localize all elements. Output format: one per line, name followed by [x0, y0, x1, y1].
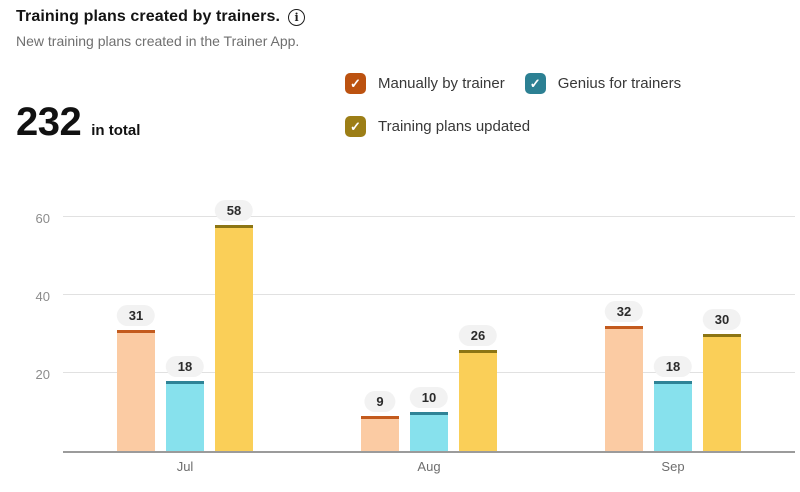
bar-sep-manually-by-trainer[interactable]: 32 — [604, 301, 644, 451]
legend-item-2[interactable]: ✓ Training plans updated — [345, 116, 530, 137]
bar-chart: 31 18 58 9 10 26 32 18 30 Jul Aug Sep 20 40 60 — [16, 199, 795, 474]
legend-label: Genius for trainers — [557, 75, 682, 92]
value-label: 26 — [458, 324, 498, 346]
value-label: 31 — [116, 305, 156, 327]
plot-area: 31 18 58 9 10 26 32 18 30 — [63, 199, 795, 453]
bar-jul-manually-by-trainer[interactable]: 31 — [116, 305, 156, 451]
legend-checkbox-checked-icon[interactable]: ✓ — [345, 73, 366, 94]
bar-sep-training-plans-updated[interactable]: 30 — [702, 309, 742, 451]
bar-sep-genius-for-trainers[interactable]: 18 — [653, 355, 693, 451]
bar-aug-training-plans-updated[interactable]: 26 — [458, 324, 498, 451]
bar-jul-genius-for-trainers[interactable]: 18 — [165, 355, 205, 451]
legend-checkbox-checked-icon[interactable]: ✓ — [345, 116, 366, 137]
total-value: 232 — [16, 100, 82, 144]
page-title: Training plans created by trainers. — [16, 8, 281, 25]
legend: ✓ Manually by trainer ✓ Genius for trainers… — [345, 73, 775, 137]
bar-group-sep: 32 18 30 — [551, 200, 795, 451]
gridline-20 — [63, 372, 795, 373]
gridline-60 — [63, 216, 795, 217]
legend-item-0[interactable]: ✓ Manually by trainer — [345, 73, 505, 94]
value-label: 10 — [409, 387, 449, 408]
value-label: 18 — [165, 355, 205, 377]
bar-aug-genius-for-trainers[interactable]: 10 — [409, 387, 449, 451]
bar-group-jul: 31 18 58 — [63, 199, 307, 451]
bar-group-aug: 9 10 26 — [307, 200, 551, 451]
legend-checkbox-checked-icon[interactable]: ✓ — [524, 73, 546, 94]
y-axis-tick-20: 20 — [35, 367, 50, 382]
x-axis-labels: Jul Aug Sep — [63, 453, 795, 474]
value-label: 32 — [604, 301, 644, 323]
value-label: 9 — [364, 390, 396, 412]
value-label: 18 — [653, 355, 693, 377]
info-icon[interactable]: i — [288, 8, 306, 26]
value-label: 58 — [214, 199, 254, 221]
bar-aug-manually-by-trainer[interactable]: 9 — [361, 390, 399, 451]
gridline-40 — [63, 294, 795, 295]
card-header: Training plans created by trainers. i Ne… — [16, 8, 306, 49]
x-axis-label-aug: Aug — [417, 459, 441, 474]
y-axis-tick-40: 40 — [35, 289, 50, 304]
legend-item-1[interactable]: ✓ Genius for trainers — [524, 73, 682, 94]
page-subtitle: New training plans created in the Traine… — [16, 33, 300, 49]
total-label: in total — [91, 122, 141, 139]
value-label: 30 — [702, 309, 742, 330]
x-axis-label-sep: Sep — [661, 459, 685, 474]
legend-label: Training plans updated — [378, 118, 531, 135]
total-summary: 232 in total — [16, 100, 140, 145]
y-axis-tick-60: 60 — [35, 211, 50, 226]
bar-jul-training-plans-updated[interactable]: 58 — [214, 199, 254, 451]
x-axis-label-jul: Jul — [176, 459, 194, 474]
legend-label: Manually by trainer — [378, 75, 505, 92]
